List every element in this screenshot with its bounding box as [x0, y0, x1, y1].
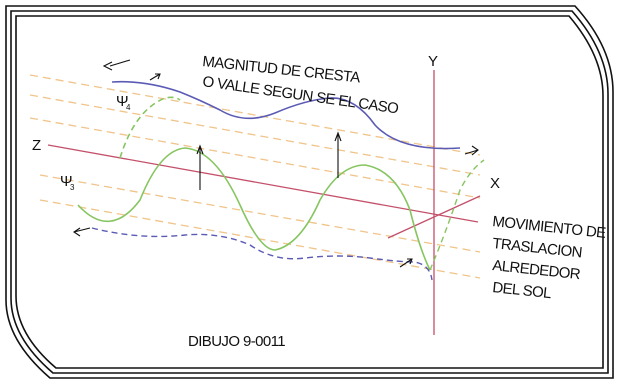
svg-text:3: 3 [70, 183, 75, 192]
z-axis-label: Z [32, 137, 41, 154]
psi4-label: Ψ 4 [116, 93, 131, 112]
guide-lines [29, 74, 481, 279]
motion-label-line4: DEL SOL [492, 279, 552, 302]
drawing-id: DIBUJO 9-0011 [188, 333, 285, 350]
wave-green-tail [429, 159, 485, 271]
svg-text:4: 4 [126, 103, 131, 112]
wave-psi4-upper [119, 96, 181, 159]
y-axis-label: Y [428, 53, 438, 70]
wave-psi3 [77, 147, 431, 271]
wave-blue-upper [111, 80, 461, 150]
wave-blue-lower [91, 227, 433, 281]
x-axis-label: X [490, 175, 500, 192]
frame [5, 5, 614, 379]
svg-text:Ψ: Ψ [116, 93, 129, 110]
z-axis-line [47, 144, 479, 223]
amplitude-arrows [196, 131, 342, 190]
svg-text:Ψ: Ψ [60, 173, 73, 190]
x-axis-line [387, 195, 481, 239]
wave-direction-arrows [73, 59, 479, 268]
psi3-label: Ψ 3 [60, 173, 75, 192]
